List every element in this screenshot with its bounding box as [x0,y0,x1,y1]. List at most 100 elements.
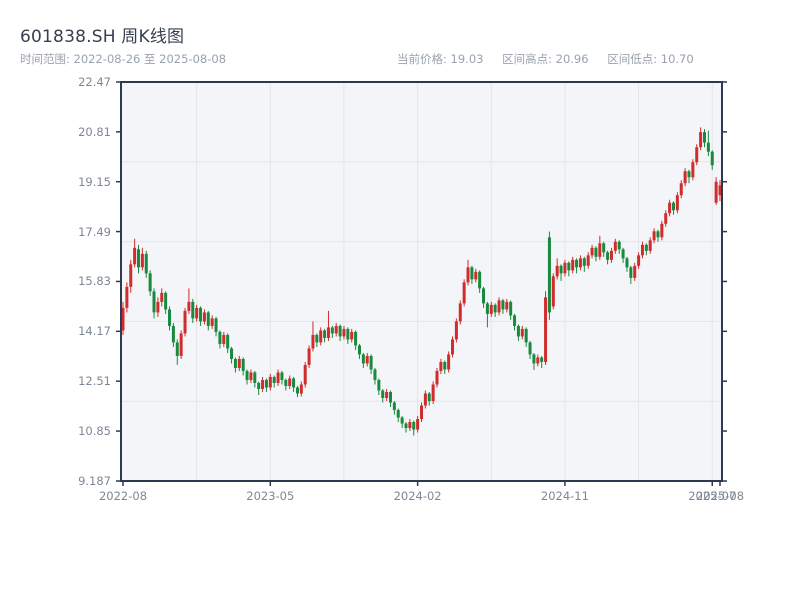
candle-up [435,370,439,385]
y-tick-label: 14.17 [78,324,111,339]
candle-up [660,223,664,238]
candle-up [268,376,272,388]
candle-up [474,271,478,280]
x-tick-label: 2022-08 [98,489,148,503]
candle-down [191,301,195,319]
candle-down [482,288,486,304]
candle-down [264,379,268,388]
candle-down [175,342,179,356]
candle-down [148,273,152,292]
candle-up [466,267,470,283]
candle-down [323,330,327,338]
candle-down [575,259,579,268]
candle-down [532,354,536,364]
candle-down [280,372,284,380]
candle-up [555,265,559,277]
candle-down [171,325,175,343]
candle-up [536,357,540,364]
candle-up [129,264,133,287]
candle-up [183,310,187,334]
candle-up [249,372,253,380]
candle-down [621,249,625,259]
candle-up [718,185,722,196]
candle-down [253,372,257,383]
candle-up [311,334,315,349]
candle-up [664,213,668,224]
candle-down [284,379,288,386]
candle-up [598,243,602,257]
x-tick-label: 2023-05 [246,489,295,503]
candle-down [470,267,474,280]
candle-down [361,354,365,364]
candle-up [179,333,183,356]
candle-down [241,358,245,371]
candle-up [261,379,265,389]
candle-up [342,328,346,337]
candle-down [257,382,261,389]
candle-up [202,312,206,322]
candle-up [408,422,412,429]
candle-up [416,419,420,430]
candle-down [516,325,520,337]
candle-down [485,303,489,314]
candle-up [319,330,323,343]
candle-up [505,301,509,310]
candlestick-chart [116,81,727,486]
x-tick-label: 2024-02 [393,489,442,503]
candle-down [404,423,408,429]
candle-up [454,321,458,340]
candle-up [133,247,137,265]
candle-down [567,262,571,271]
candle-up [210,318,214,326]
candle-up [156,301,160,313]
candle-up [458,303,462,322]
x-tick-label: 2025-08 [695,489,745,503]
candle-up [288,378,292,386]
candle-down [443,361,447,370]
candle-down [381,390,385,399]
candle-up [489,304,493,314]
candle-down [582,258,586,266]
candle-up [497,300,501,313]
candle-up [679,183,683,196]
candle-up [307,348,311,365]
candle-down [656,231,660,238]
candle-up [350,331,354,340]
candle-down [501,300,505,310]
y-tick-label: 19.15 [78,174,111,189]
candle-down [710,151,714,166]
candle-down [388,391,392,403]
candle-up [551,276,555,307]
candle-up [520,328,524,337]
candle-up [121,307,125,331]
candle-up [652,231,656,241]
candle-down [606,252,610,260]
candle-up [237,358,241,368]
candle-up [640,244,644,256]
candle-down [292,378,296,388]
candle-up [675,195,679,211]
candle-down [338,325,342,337]
candle-up [637,255,641,266]
candle-up [326,327,330,338]
candle-down [524,328,528,343]
candle-down [137,249,141,268]
candle-up [563,262,567,274]
candle-down [354,331,358,346]
candle-up [648,240,652,251]
candle-down [373,369,377,380]
candle-down [540,357,544,362]
candle-up [633,265,637,278]
candle-up [451,339,455,355]
candle-down [377,379,381,391]
range-low-stat: 区间低点: 10.70 [607,52,694,66]
candle-up [691,162,695,178]
candle-down [509,301,513,316]
candle-up [160,292,164,302]
candle-up [423,393,427,406]
candle-up [420,405,423,420]
candle-down [396,410,400,418]
candle-down [617,241,621,250]
candle-down [152,291,156,313]
date-range-label: 时间范围: 2022-08-26 至 2025-08-08 [20,52,227,66]
